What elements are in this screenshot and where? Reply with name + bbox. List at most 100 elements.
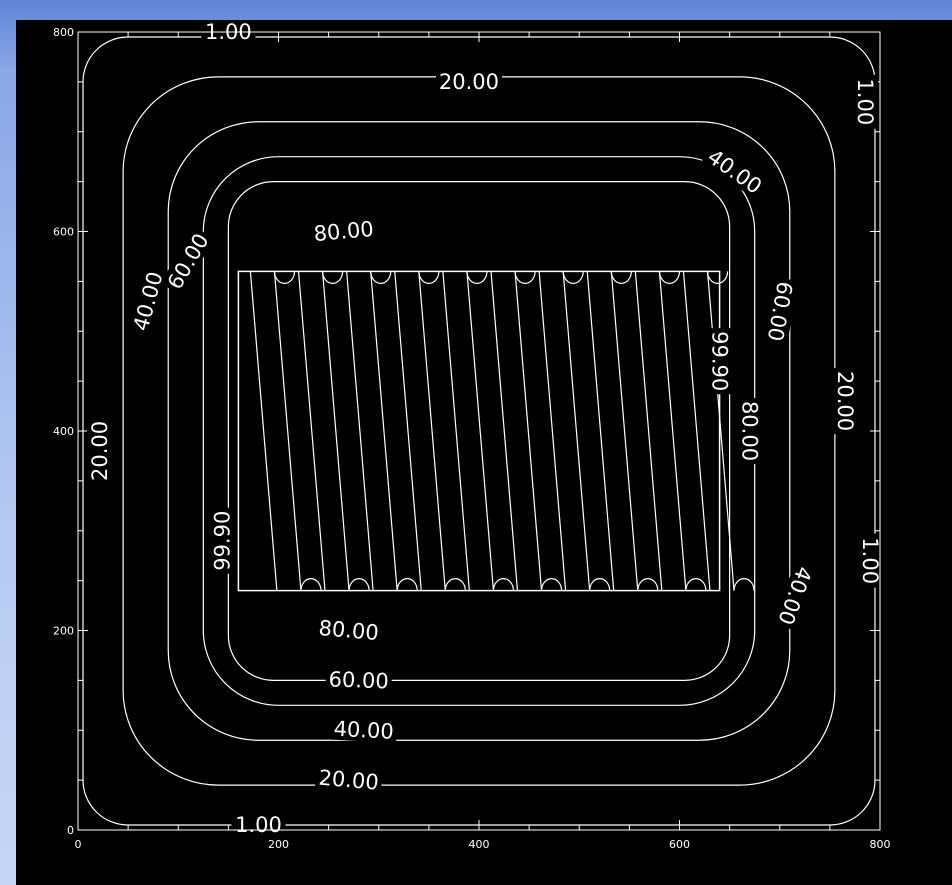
contour-label: 80.00 [309, 215, 378, 246]
contour-label-background [773, 560, 819, 632]
contour-label-background [87, 417, 112, 484]
contour-line-80.00 [227, 181, 731, 681]
plot-frame [77, 31, 881, 831]
contour-label: 99.90 [209, 507, 234, 574]
contour-label-background [160, 226, 215, 296]
inner-scallop-top [706, 271, 729, 284]
contour-label-text: 20.00 [439, 70, 499, 94]
contour-label-text: 20.00 [833, 371, 857, 431]
x-tick-label: 600 [669, 838, 690, 851]
y-tick-label: 0 [67, 824, 74, 837]
contour-label-text: 40.00 [129, 269, 168, 333]
inner-scallop-top [466, 271, 488, 284]
contour-label: 1.00 [231, 812, 286, 837]
inner-stripe-right [370, 271, 398, 591]
contour-label-text: 1.00 [235, 813, 282, 837]
inner-stripe-right [610, 271, 639, 591]
contour-label-background [738, 398, 763, 464]
contour-label: 40.00 [127, 266, 168, 337]
contour-label: 99.90 [708, 328, 733, 395]
inner-stripe-left [394, 271, 422, 591]
inner-stripe-left [634, 271, 663, 591]
contour-label: 40.00 [701, 142, 770, 200]
x-tick-label: 200 [268, 838, 289, 851]
inner-stripe-right [321, 271, 350, 591]
contour-line-20.00 [122, 76, 836, 786]
contour-label-background [853, 74, 878, 129]
x-tick-label: 400 [469, 838, 490, 851]
contour-label: 20.00 [314, 764, 383, 795]
inner-stripe-left [682, 271, 711, 591]
inner-stripe-right [658, 271, 687, 591]
inner-scallop-bottom [589, 578, 611, 591]
inner-stripe-right [562, 271, 591, 591]
contour-label-text: 80.00 [313, 217, 375, 246]
contour-label-background [127, 266, 168, 337]
contour-label-background [309, 215, 378, 246]
inner-scallop-bottom [300, 578, 322, 591]
contour-label-background [314, 764, 383, 794]
inner-scallop-bottom [492, 578, 515, 591]
contour-line-1.00 [82, 36, 876, 826]
contour-label-text: 80.00 [318, 616, 380, 645]
contour-label-text: 80.00 [738, 401, 762, 461]
y-tick-label: 800 [53, 26, 74, 39]
contour-label: 80.00 [314, 614, 383, 645]
contour-label-background [435, 68, 502, 93]
inner-scallop-top [322, 271, 344, 284]
inner-scallop-top [370, 271, 392, 284]
contour-label-background [330, 715, 398, 743]
inner-scallop-top [418, 271, 440, 284]
inner-scallop-top [562, 271, 584, 284]
inner-stripe-left [586, 271, 615, 591]
contour-label: 1.00 [858, 533, 883, 588]
inner-stripe-right [466, 271, 495, 591]
contour-label-background [314, 614, 383, 645]
contour-label: 60.00 [763, 276, 799, 347]
inner-scallop-bottom [444, 578, 466, 591]
x-tick-label: 0 [75, 838, 82, 851]
contour-label-text: 99.90 [708, 331, 732, 391]
inner-scallop-bottom [348, 578, 370, 591]
contour-label-background [858, 533, 883, 588]
x-tick-label: 800 [870, 838, 891, 851]
contour-label-background [833, 368, 858, 435]
inner-scallop-bottom [637, 578, 659, 591]
contour-label: 20.00 [435, 68, 502, 94]
inner-stripe-right [514, 271, 543, 591]
contour-label: 40.00 [330, 715, 398, 744]
y-tick-label: 400 [53, 425, 74, 438]
inner-scallop-top [658, 271, 681, 284]
contour-label-background [701, 142, 770, 200]
inner-scallop-top [273, 271, 296, 284]
inner-stripe-right [706, 271, 735, 591]
contour-label: 20.00 [87, 417, 112, 484]
inner-stripe-right [273, 271, 302, 591]
contour-label-text: 60.00 [163, 229, 214, 293]
contour-label-text: 1.00 [853, 78, 877, 125]
contour-label-background [763, 276, 799, 347]
contour-label-text: 20.00 [318, 766, 380, 795]
inner-scallop-bottom [685, 578, 707, 591]
inner-stripe-left [490, 271, 519, 591]
contour-label: 40.00 [773, 560, 819, 632]
contour-label-background [325, 666, 393, 693]
inner-scallop-top [610, 271, 632, 284]
inner-stripe-left [297, 271, 326, 591]
inner-region [237, 270, 755, 592]
plot-window: 0 200 400 600 800 0 200 400 600 800 1.00 1.00 1.00 1… [16, 20, 952, 885]
inner-region-outline [237, 270, 721, 592]
contour-line-40.00 [167, 121, 791, 741]
contour-label: 80.00 [738, 398, 763, 464]
contour-label-background [209, 507, 234, 574]
inner-scallop-top [514, 271, 536, 284]
axis-ticks: 0 200 400 600 800 0 200 400 600 800 [53, 26, 891, 851]
contour-label-text: 20.00 [88, 421, 112, 481]
inner-stripe-right [418, 271, 446, 591]
contour-line-60.00 [202, 156, 756, 706]
contour-label-text: 1.00 [858, 537, 882, 584]
inner-stripe-left [346, 271, 374, 591]
y-tick-label: 600 [53, 226, 74, 239]
contour-label: 20.00 [833, 368, 858, 435]
